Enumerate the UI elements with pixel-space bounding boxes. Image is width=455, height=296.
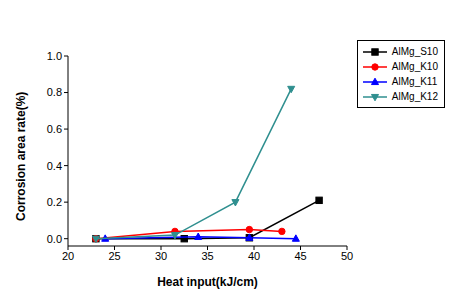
svg-text:45: 45	[294, 250, 306, 262]
svg-text:0.2: 0.2	[47, 196, 62, 208]
html-text:AlMg_K11: AlMg_K11	[391, 76, 438, 87]
svg-text:0.0: 0.0	[47, 233, 62, 245]
html-text:AlMg_K10: AlMg_K10	[391, 61, 438, 72]
svg-text:35: 35	[201, 250, 213, 262]
svg-text:0.6: 0.6	[47, 123, 62, 135]
html-text:AlMg_S10: AlMg_S10	[391, 46, 438, 57]
svg-text:25: 25	[108, 250, 120, 262]
svg-text:40: 40	[248, 250, 260, 262]
svg-text:0.8: 0.8	[47, 86, 62, 98]
svg-text:1.0: 1.0	[47, 50, 62, 62]
svg-text:30: 30	[155, 250, 167, 262]
svg-text:20: 20	[62, 250, 74, 262]
svg-text:Heat input(kJ/cm): Heat input(kJ/cm)	[157, 275, 258, 289]
html-text:AlMg_K12: AlMg_K12	[391, 91, 438, 102]
svg-text:50: 50	[341, 250, 353, 262]
svg-text:0.4: 0.4	[47, 160, 62, 172]
svg-text:Corrosion area rate(%): Corrosion area rate(%)	[14, 92, 28, 221]
